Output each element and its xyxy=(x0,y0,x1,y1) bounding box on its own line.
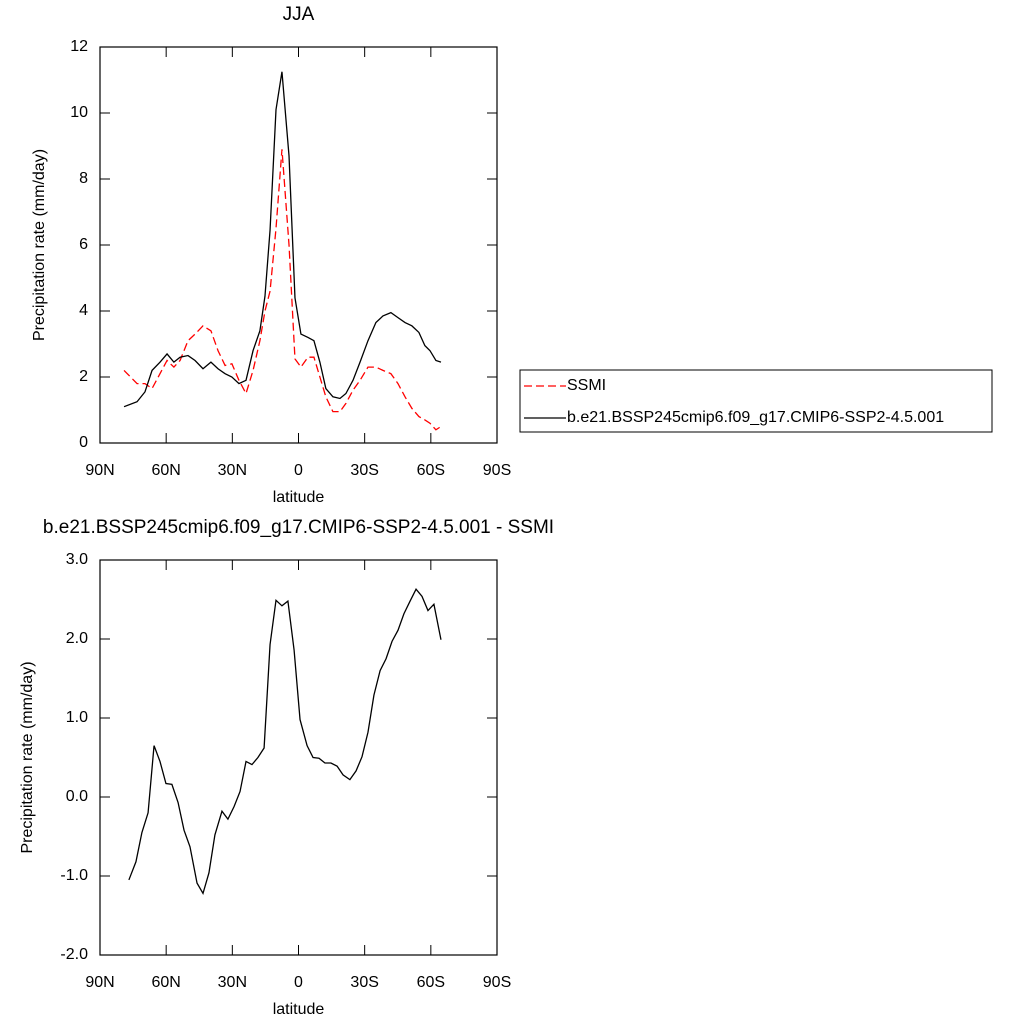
legend-label: SSMI xyxy=(567,377,606,394)
y-tick-label: 6 xyxy=(79,236,88,253)
plot-frame xyxy=(99,46,498,444)
data-line xyxy=(128,588,442,896)
y-tick-label: 0 xyxy=(79,434,88,451)
data-line xyxy=(123,71,442,408)
data-line xyxy=(123,149,442,431)
x-tick-label: 30S xyxy=(350,974,378,991)
y-axis-label: Precipitation rate (mm/day) xyxy=(31,149,48,341)
y-tick-label: 2.0 xyxy=(66,630,88,647)
y-tick-label: 10 xyxy=(70,104,88,121)
y-tick-label: 3.0 xyxy=(66,551,88,568)
chart-title: b.e21.BSSP245cmip6.f09_g17.CMIP6-SSP2-4.… xyxy=(43,517,554,538)
chart-title: JJA xyxy=(283,4,315,25)
legend-box xyxy=(519,369,993,433)
x-tick-label: 30N xyxy=(218,462,247,479)
x-axis-label: latitude xyxy=(273,1001,325,1018)
y-tick-label: 8 xyxy=(79,170,88,187)
x-tick-label: 30S xyxy=(350,462,378,479)
x-tick-label: 60S xyxy=(417,462,445,479)
y-axis-label: Precipitation rate (mm/day) xyxy=(19,661,36,853)
x-tick-label: 30N xyxy=(218,974,247,991)
x-tick-label: 60N xyxy=(151,974,180,991)
x-tick-label: 0 xyxy=(294,462,303,479)
x-tick-label: 90N xyxy=(85,462,114,479)
y-tick-label: 1.0 xyxy=(66,709,88,726)
x-tick-label: 90N xyxy=(85,974,114,991)
y-tick-label: 4 xyxy=(79,302,88,319)
y-tick-label: -1.0 xyxy=(60,867,88,884)
x-axis-label: latitude xyxy=(273,489,325,506)
y-tick-label: 12 xyxy=(70,38,88,55)
x-tick-label: 90S xyxy=(483,462,511,479)
x-tick-label: 90S xyxy=(483,974,511,991)
legend-label: b.e21.BSSP245cmip6.f09_g17.CMIP6-SSP2-4.… xyxy=(567,409,944,426)
y-tick-label: 2 xyxy=(79,368,88,385)
y-tick-label: -2.0 xyxy=(60,946,88,963)
x-tick-label: 60N xyxy=(151,462,180,479)
x-tick-label: 60S xyxy=(417,974,445,991)
y-tick-label: 0.0 xyxy=(66,788,88,805)
x-tick-label: 0 xyxy=(294,974,303,991)
